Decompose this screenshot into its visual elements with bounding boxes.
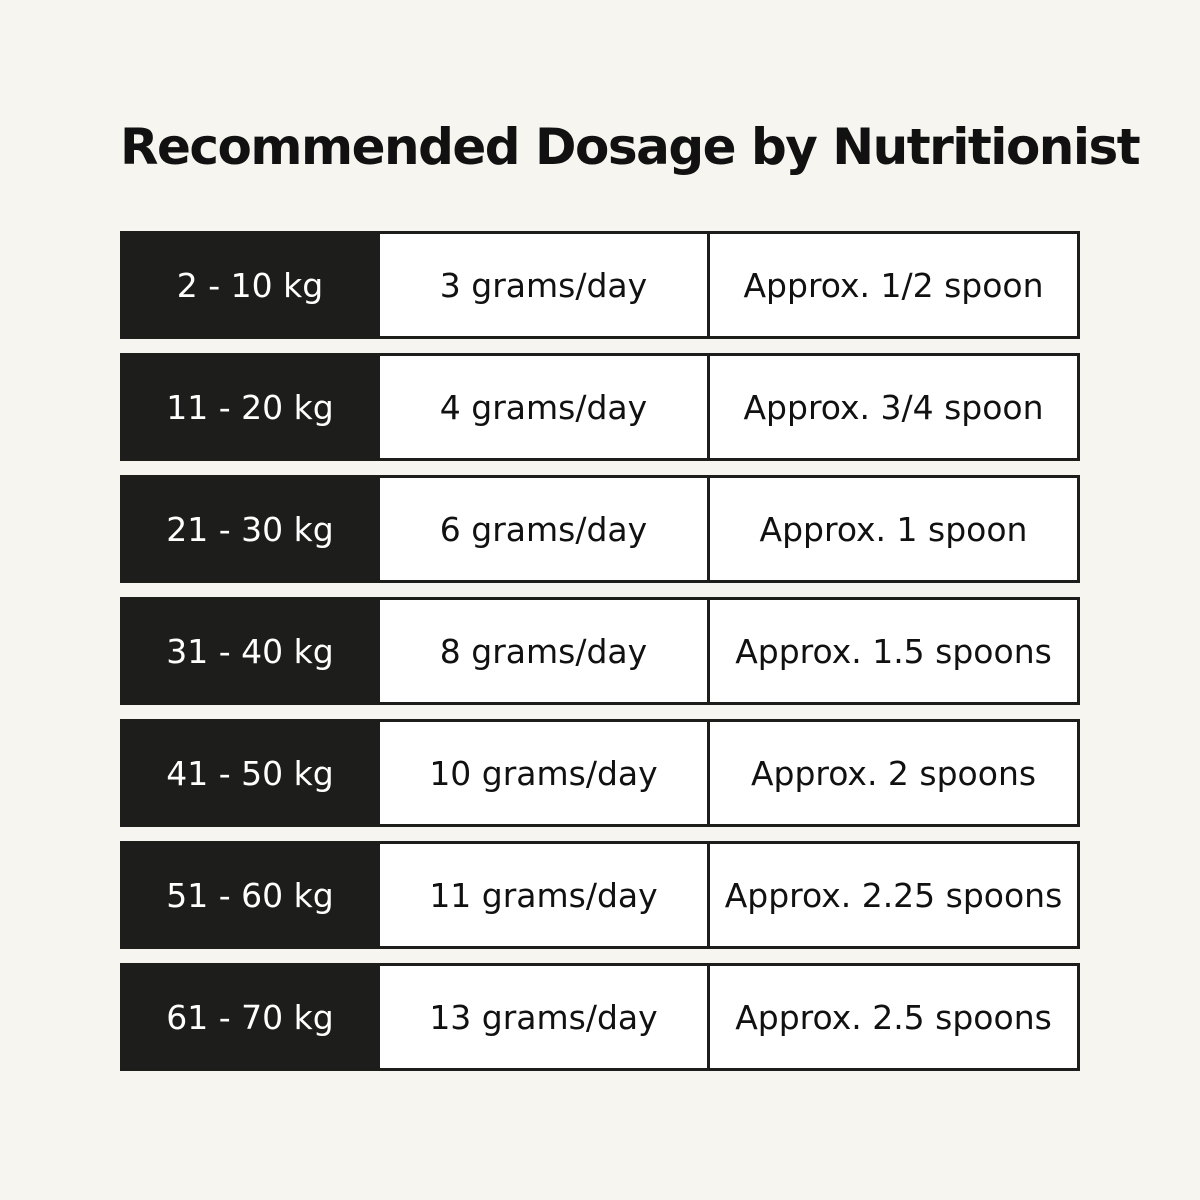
table-row: 31 - 40 kg 8 grams/day Approx. 1.5 spoons	[120, 597, 1080, 705]
grams-cell: 10 grams/day	[377, 722, 707, 824]
grams-cell: 11 grams/day	[377, 844, 707, 946]
table-row: 41 - 50 kg 10 grams/day Approx. 2 spoons	[120, 719, 1080, 827]
table-row: 2 - 10 kg 3 grams/day Approx. 1/2 spoon	[120, 231, 1080, 339]
table-row: 21 - 30 kg 6 grams/day Approx. 1 spoon	[120, 475, 1080, 583]
table-row: 51 - 60 kg 11 grams/day Approx. 2.25 spoon…	[120, 841, 1080, 949]
grams-cell: 8 grams/day	[377, 600, 707, 702]
weight-cell: 61 - 70 kg	[123, 966, 377, 1068]
weight-cell: 31 - 40 kg	[123, 600, 377, 702]
weight-cell: 2 - 10 kg	[123, 234, 377, 336]
spoons-cell: Approx. 3/4 spoon	[707, 356, 1077, 458]
weight-cell: 21 - 30 kg	[123, 478, 377, 580]
grams-cell: 4 grams/day	[377, 356, 707, 458]
table-row: 11 - 20 kg 4 grams/day Approx. 3/4 spoon	[120, 353, 1080, 461]
spoons-cell: Approx. 1 spoon	[707, 478, 1077, 580]
title: Recommended Dosage by Nutritionist	[120, 118, 1141, 176]
spoons-cell: Approx. 1/2 spoon	[707, 234, 1077, 336]
weight-cell: 41 - 50 kg	[123, 722, 377, 824]
grams-cell: 6 grams/day	[377, 478, 707, 580]
spoons-cell: Approx. 2.25 spoons	[707, 844, 1077, 946]
spoons-cell: Approx. 1.5 spoons	[707, 600, 1077, 702]
grams-cell: 3 grams/day	[377, 234, 707, 336]
spoons-cell: Approx. 2 spoons	[707, 722, 1077, 824]
weight-cell: 51 - 60 kg	[123, 844, 377, 946]
table-row: 61 - 70 kg 13 grams/day Approx. 2.5 spoons	[120, 963, 1080, 1071]
spoons-cell: Approx. 2.5 spoons	[707, 966, 1077, 1068]
weight-cell: 11 - 20 kg	[123, 356, 377, 458]
grams-cell: 13 grams/day	[377, 966, 707, 1068]
dosage-table: 2 - 10 kg 3 grams/day Approx. 1/2 spoon 11 …	[120, 231, 1080, 1085]
